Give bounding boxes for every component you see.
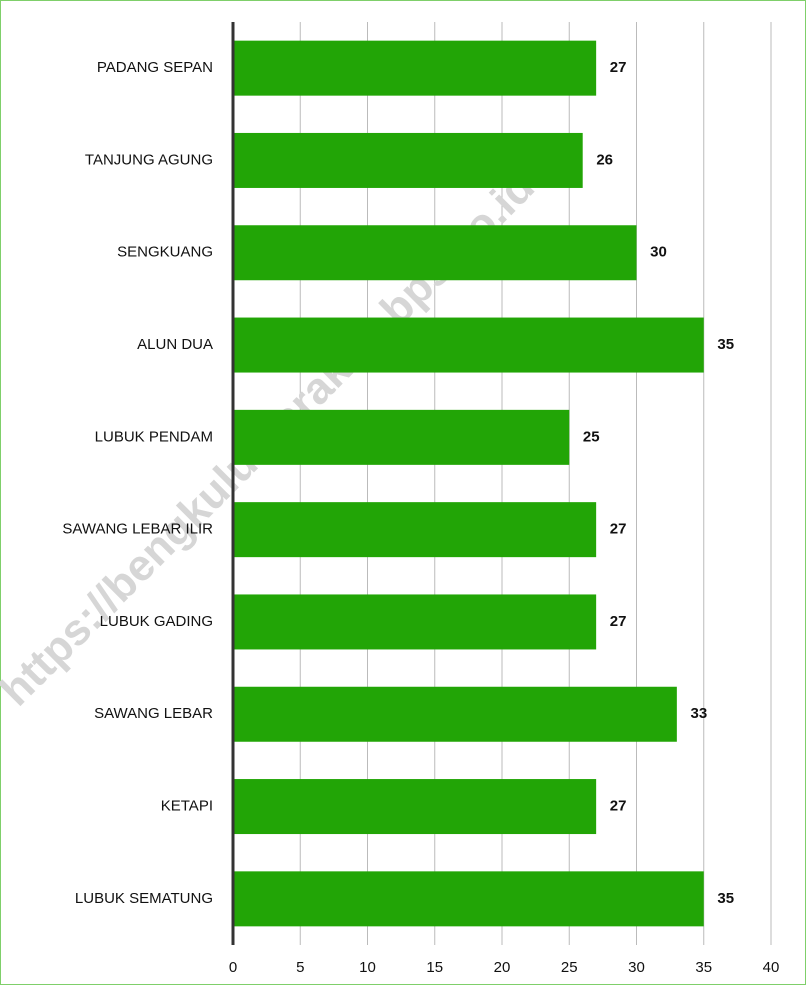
y-tick-label: TANJUNG AGUNG <box>85 151 213 168</box>
bar <box>233 317 704 373</box>
y-tick-label: SENGKUANG <box>117 244 213 261</box>
x-tick-label: 5 <box>296 959 304 976</box>
bar <box>233 871 704 927</box>
data-label: 35 <box>717 336 734 353</box>
y-tick-label: KETAPI <box>161 798 213 815</box>
x-tick-label: 15 <box>426 959 443 976</box>
y-tick-label: PADANG SEPAN <box>97 59 213 76</box>
data-label: 27 <box>610 521 627 538</box>
x-tick-label: 0 <box>229 959 237 976</box>
data-label: 27 <box>610 613 627 630</box>
x-tick-label: 20 <box>494 959 511 976</box>
y-tick-label: ALUN DUA <box>137 336 213 353</box>
bar <box>233 40 597 96</box>
x-tick-label: 30 <box>628 959 645 976</box>
bar <box>233 132 583 188</box>
bar <box>233 686 677 742</box>
data-label: 27 <box>610 59 627 76</box>
bar <box>233 779 597 835</box>
y-tick-label: SAWANG LEBAR <box>94 705 213 722</box>
y-tick-label: SAWANG LEBAR ILIR <box>62 521 213 538</box>
bar <box>233 225 637 281</box>
y-tick-label: LUBUK GADING <box>100 613 213 630</box>
data-label: 30 <box>650 244 667 261</box>
data-label: 35 <box>717 890 734 907</box>
x-tick-label: 35 <box>695 959 712 976</box>
data-label: 27 <box>610 798 627 815</box>
data-label: 33 <box>691 705 708 722</box>
y-tick-label: LUBUK SEMATUNG <box>75 890 213 907</box>
y-tick-label: LUBUK PENDAM <box>95 428 213 445</box>
data-label: 25 <box>583 428 600 445</box>
x-tick-label: 40 <box>763 959 780 976</box>
x-tick-label: 10 <box>359 959 376 976</box>
data-label: 26 <box>596 151 613 168</box>
bar <box>233 594 597 650</box>
bar <box>233 409 570 465</box>
x-tick-label: 25 <box>561 959 578 976</box>
bar <box>233 502 597 558</box>
